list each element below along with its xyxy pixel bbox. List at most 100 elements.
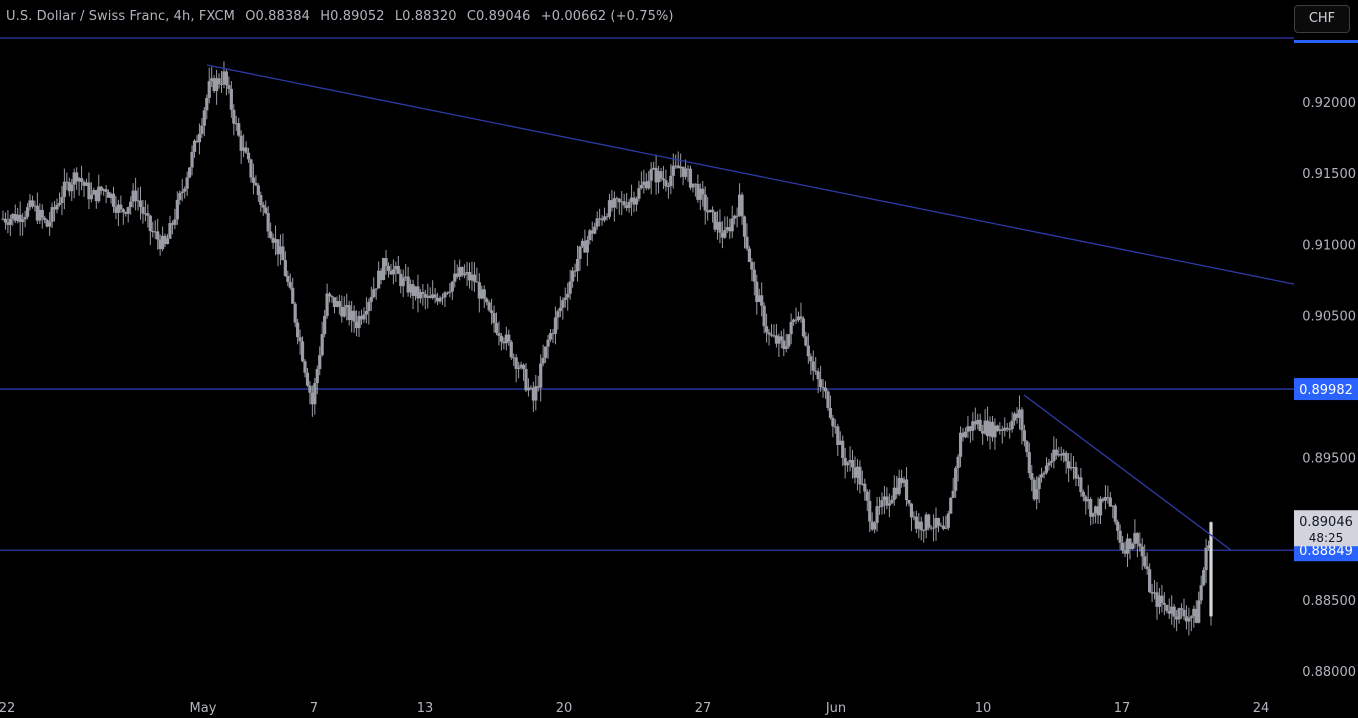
candle-body — [656, 171, 661, 183]
candle-body — [544, 346, 548, 358]
candle-body — [806, 345, 810, 357]
candle-body — [1081, 491, 1085, 497]
candle — [958, 426, 963, 468]
candle-body — [109, 193, 113, 198]
candle — [782, 328, 786, 357]
candle — [929, 524, 933, 531]
candle-body — [593, 226, 597, 234]
candle — [819, 365, 823, 392]
candle — [873, 521, 877, 534]
candle — [634, 196, 639, 212]
candle — [148, 214, 152, 245]
candle — [151, 221, 155, 238]
candle — [1049, 453, 1054, 468]
candle — [652, 161, 656, 171]
candlestick-series — [1, 61, 1213, 636]
candle-body — [966, 426, 970, 432]
candle-body — [642, 181, 646, 185]
candle-body — [1184, 616, 1189, 622]
candle — [364, 297, 368, 324]
candle — [350, 300, 354, 333]
candle-body — [671, 165, 675, 176]
candle-body — [882, 496, 887, 501]
candle — [418, 288, 422, 304]
candle — [1, 210, 5, 221]
candle — [340, 295, 344, 323]
candle-body — [482, 289, 486, 299]
candle-body — [963, 431, 968, 438]
ohlc-high: H0.89052 — [320, 9, 385, 24]
candle-body — [256, 185, 260, 196]
candle — [629, 184, 634, 216]
candle-body — [423, 294, 427, 298]
candle-body — [89, 194, 93, 200]
candle — [1089, 496, 1093, 526]
candle-body — [217, 78, 221, 85]
candle-body — [1101, 498, 1105, 501]
candle — [806, 333, 810, 364]
candle-body — [755, 281, 759, 302]
candle-body — [750, 261, 754, 270]
candle-body — [303, 361, 307, 373]
candle — [944, 515, 948, 529]
candle-body — [467, 272, 472, 281]
candle — [583, 229, 587, 253]
candle-body — [195, 140, 199, 143]
candle-body — [399, 273, 403, 287]
candle — [1101, 497, 1105, 503]
candle-body — [1074, 467, 1078, 479]
candle — [92, 187, 96, 196]
candle-body — [1017, 409, 1022, 418]
candle-body — [173, 219, 177, 225]
candle-body — [514, 357, 518, 369]
candle — [1030, 465, 1034, 492]
candle-body — [330, 296, 334, 298]
candle — [131, 183, 135, 208]
candle — [1052, 436, 1056, 469]
candle-body — [607, 200, 612, 217]
candle-body — [269, 231, 273, 238]
candle-body — [87, 182, 91, 200]
candle-body — [566, 293, 570, 298]
candle — [1094, 505, 1098, 524]
last-price-tag — [1294, 510, 1358, 547]
candle-body — [1113, 505, 1117, 522]
candle-body — [178, 193, 182, 200]
candle — [1140, 538, 1144, 570]
candle-body — [138, 200, 143, 208]
candle-body — [752, 269, 756, 282]
candle-body — [1020, 409, 1024, 431]
candle-body — [296, 322, 300, 338]
candle — [227, 76, 231, 94]
candle — [1121, 536, 1125, 554]
candle — [497, 321, 501, 346]
currency-button[interactable]: CHF — [1294, 5, 1350, 33]
candle — [995, 424, 999, 432]
candle-body — [448, 291, 452, 293]
candle-body — [1128, 538, 1132, 550]
candle — [35, 192, 39, 224]
candle-body — [180, 191, 184, 194]
x-tick-label: 27 — [695, 701, 712, 716]
candle-body — [1103, 497, 1108, 501]
candle-body — [239, 135, 243, 151]
candle-body — [337, 301, 341, 307]
candle-body — [1008, 429, 1012, 431]
candle — [1015, 407, 1019, 424]
candle — [377, 261, 381, 289]
candle — [89, 182, 93, 203]
candle — [190, 145, 194, 176]
candle-body — [760, 295, 764, 306]
candle-body — [411, 284, 415, 296]
candle — [1152, 579, 1157, 600]
candle-body — [23, 216, 27, 220]
candle-body — [661, 178, 666, 181]
candle-body — [1167, 610, 1171, 614]
candle-body — [1106, 497, 1110, 499]
candle — [205, 94, 209, 120]
candle-body — [809, 356, 813, 362]
candle-body — [914, 516, 918, 529]
candle-body — [352, 310, 356, 322]
candle — [723, 216, 727, 239]
